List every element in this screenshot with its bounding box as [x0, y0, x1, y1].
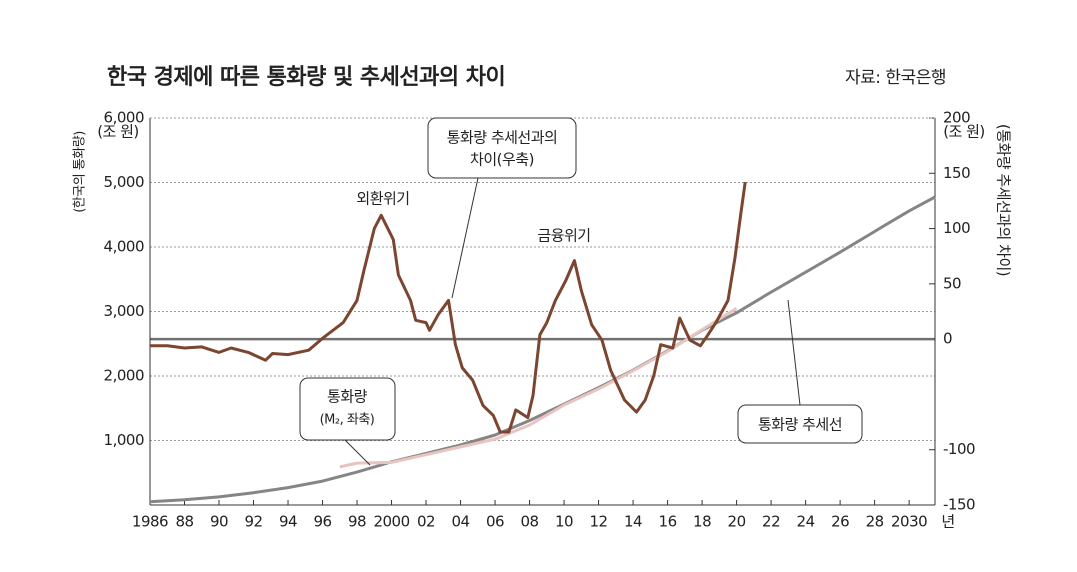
- x-tick-label: 96: [313, 513, 331, 531]
- y-tick-label: 1,000: [104, 431, 144, 449]
- x-tick-label: 1986: [132, 513, 168, 531]
- x-tick-label: 02: [417, 513, 435, 531]
- callout-text: 차이(우축): [470, 151, 534, 169]
- x-tick-label: 22: [762, 513, 780, 531]
- y-tick-label: 5,000: [104, 173, 144, 191]
- x-tick-label: 10: [555, 513, 573, 531]
- y2-tick-label: 50: [943, 274, 961, 292]
- series-line: [149, 195, 936, 504]
- x-tick-label: 2030: [891, 513, 927, 531]
- annotation: 금융위기: [537, 227, 590, 245]
- x-tick-label: 06: [486, 513, 504, 531]
- callout-text: (M₂, 좌축): [320, 413, 375, 428]
- y-tick-label: 3,000: [104, 302, 144, 320]
- chart-title: 한국 경제에 따른 통화량 및 추세선과의 차이: [107, 65, 505, 90]
- y-axis-label: (한국의 통화량): [73, 131, 88, 213]
- pointer: [451, 177, 479, 299]
- callout-box: [299, 377, 396, 441]
- annotation: 외환위기: [356, 190, 409, 208]
- x-tick-label: 2000: [373, 513, 409, 531]
- y-tick-label: 2,000: [104, 367, 144, 385]
- y2-tick-label: 150: [943, 164, 970, 182]
- y2-tick-label: 200: [943, 109, 970, 127]
- x-tick-label: 90: [210, 513, 228, 531]
- x-tick-label: 08: [521, 513, 539, 531]
- y-unit: (조 원): [97, 123, 139, 141]
- pointer: [787, 299, 801, 406]
- callout-text: 통화량: [327, 388, 368, 406]
- x-tick-label: 14: [624, 513, 642, 531]
- x-tick-label: 94: [279, 513, 297, 531]
- x-tick-label: 18: [693, 513, 711, 531]
- x-tick-label: 04: [452, 513, 470, 531]
- x-tick-label: 16: [659, 513, 677, 531]
- y2-tick-label: 0: [943, 330, 952, 348]
- callout-box: [427, 117, 577, 179]
- x-tick-label: 98: [348, 513, 366, 531]
- y2-tick-label: 100: [943, 219, 970, 237]
- series-line: [339, 307, 738, 469]
- x-tick-label: 12: [590, 513, 608, 531]
- x-tick-label: 88: [175, 513, 193, 531]
- series-line: [150, 181, 747, 434]
- pointer: [344, 439, 371, 466]
- y-tick-label: 4,000: [104, 238, 144, 256]
- y2-tick-label: -150: [943, 496, 975, 514]
- x-tick-label: 92: [244, 513, 262, 531]
- callout-text: 통화량 추세선: [758, 416, 842, 434]
- y2-unit: (조 원): [943, 123, 985, 141]
- x-tick-label: 24: [797, 513, 815, 531]
- callout-box: [737, 404, 863, 444]
- y2-axis-label: (통화량 추세선과의 차이): [995, 124, 1013, 276]
- x-unit: 년: [941, 513, 954, 531]
- x-tick-label: 28: [866, 513, 884, 531]
- x-tick-label: 20: [728, 513, 746, 531]
- x-tick-label: 26: [831, 513, 849, 531]
- y-tick-label: 6,000: [104, 109, 144, 127]
- y2-tick-label: -100: [943, 440, 975, 458]
- callout-text: 통화량 추세선과의: [447, 129, 558, 147]
- source: 자료: 한국은행: [845, 68, 946, 88]
